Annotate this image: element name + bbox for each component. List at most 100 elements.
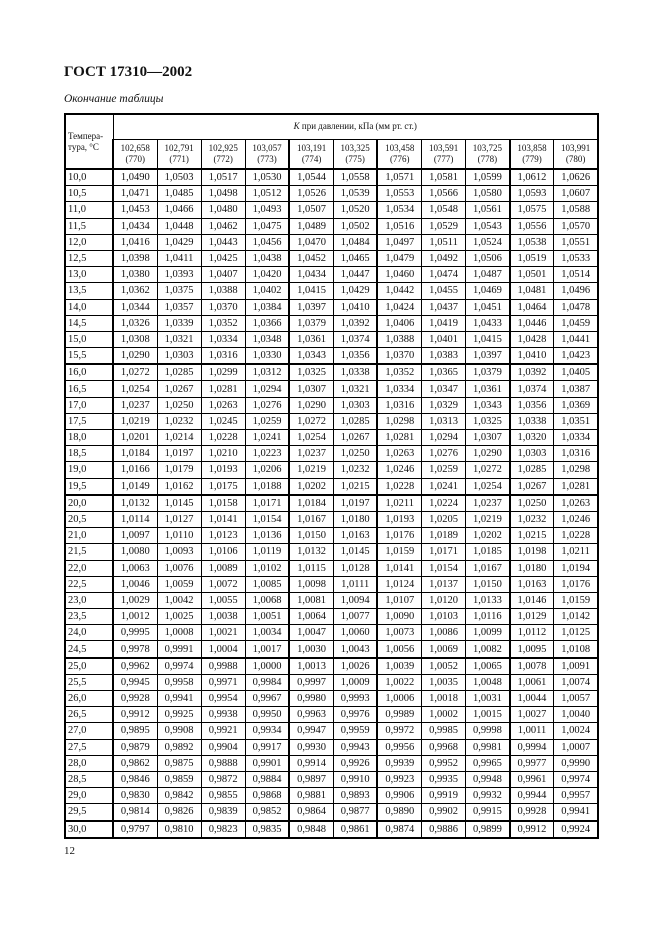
k-value-cell: 0,9862 <box>111 754 158 772</box>
temperature-cell: 25,5 <box>64 673 114 692</box>
k-value-cell: 1,0065 <box>465 656 511 675</box>
k-value-cell: 1,0398 <box>111 249 158 268</box>
k-value-cell: 0,9962 <box>111 656 158 675</box>
k-value-cell: 0,9938 <box>200 706 246 724</box>
k-value-cell: 0,9855 <box>200 787 246 805</box>
k-value-cell: 1,0119 <box>244 543 290 561</box>
k-value-cell: 0,9924 <box>553 819 599 839</box>
k-value-cell: 1,0374 <box>332 330 378 349</box>
table-row: 18,5 1,0184 1,0197 1,0210 1,0223 1,0237 1,0250… <box>64 445 599 463</box>
k-value-cell: 1,0357 <box>156 298 202 316</box>
k-value-cell: 1,0452 <box>288 249 334 268</box>
k-value-cell: 1,0145 <box>332 543 378 561</box>
k-value-cell: 1,0043 <box>332 640 378 659</box>
k-value-cell: 1,0352 <box>200 314 246 332</box>
temperature-cell: 23,5 <box>64 608 114 626</box>
temperature-cell: 23,0 <box>64 591 114 610</box>
table-row: 21,5 1,0080 1,0093 1,0106 1,0119 1,0132 1,0145… <box>64 543 599 561</box>
k-value-cell: 0,9899 <box>465 819 511 839</box>
temperature-cell: 29,5 <box>64 803 114 821</box>
k-value-cell: 1,0516 <box>376 217 423 235</box>
table-row: 26,5 0,9912 0,9925 0,9938 0,9950 0,9963 0,9976… <box>64 706 599 724</box>
k-value-cell: 1,0308 <box>111 330 158 349</box>
k-value-cell: 1,0025 <box>156 608 202 626</box>
k-value-cell: 1,0607 <box>553 185 599 203</box>
k-value-cell: 1,0215 <box>332 477 378 496</box>
pressure-mmhg: (771) <box>169 153 189 164</box>
k-value-cell: 1,0475 <box>244 217 290 235</box>
k-value-cell: 1,0593 <box>508 185 555 203</box>
k-value-cell: 1,0514 <box>553 266 599 284</box>
k-value-cell: 1,0512 <box>244 185 290 203</box>
k-value-cell: 0,9895 <box>111 722 158 740</box>
k-value-cell: 1,0057 <box>553 689 599 708</box>
k-value-cell: 1,0343 <box>288 347 334 365</box>
k-value-cell: 1,0485 <box>156 185 202 203</box>
k-value-cell: 1,0254 <box>111 380 158 398</box>
k-value-cell: 0,9914 <box>288 754 334 772</box>
k-value-cell: 1,0250 <box>156 396 202 414</box>
k-value-cell: 1,0356 <box>332 347 378 365</box>
k-value-cell: 1,0443 <box>200 233 246 251</box>
pressure-kpa: 103,325 <box>340 142 370 153</box>
pressure-mmhg: (773) <box>257 153 277 164</box>
k-value-cell: 0,9912 <box>111 706 158 724</box>
k-value-cell: 1,0180 <box>508 559 555 577</box>
k-value-cell: 0,9961 <box>508 770 555 789</box>
k-value-cell: 1,0158 <box>200 493 246 512</box>
k-value-cell: 1,0009 <box>332 673 378 692</box>
k-value-cell: 0,9861 <box>332 819 378 839</box>
pressure-mmhg: (774) <box>301 153 322 164</box>
k-value-cell: 1,0188 <box>244 477 290 496</box>
k-value-cell: 0,9884 <box>244 770 290 789</box>
k-value-cell: 1,0110 <box>156 527 202 545</box>
k-value-cell: 1,0496 <box>553 282 599 300</box>
k-value-cell: 1,0506 <box>465 249 511 268</box>
k-value-cell: 1,0379 <box>288 314 334 332</box>
k-value-cell: 0,9994 <box>508 738 555 756</box>
k-value-cell: 1,0106 <box>200 543 246 561</box>
k-value-cell: 1,0124 <box>376 575 423 593</box>
k-value-cell: 0,9985 <box>421 722 467 740</box>
k-value-cell: 0,9978 <box>111 640 158 659</box>
k-value-cell: 1,0272 <box>288 412 334 431</box>
temperature-cell: 10,5 <box>64 185 114 203</box>
k-value-cell: 1,0116 <box>465 608 511 626</box>
k-value-cell: 1,0176 <box>553 575 599 593</box>
k-value-cell: 0,9956 <box>376 738 423 756</box>
table-caption: Окончание таблицы <box>64 93 164 105</box>
table-row: 30,0 0,9797 0,9810 0,9823 0,9835 0,9848 0,9861… <box>64 819 599 839</box>
k-value-cell: 1,0517 <box>200 168 246 187</box>
k-value-cell: 1,0179 <box>156 461 202 479</box>
k-value-cell: 1,0171 <box>244 493 290 512</box>
k-value-cell: 1,0007 <box>553 738 599 756</box>
k-value-cell: 1,0162 <box>156 477 202 496</box>
k-value-cell: 1,0167 <box>288 510 334 529</box>
k-value-cell: 1,0379 <box>465 363 511 382</box>
k-value-cell: 0,9904 <box>200 738 246 756</box>
table-row: 22,0 1,0063 1,0076 1,0089 1,0102 1,0115 1,0128… <box>64 559 599 577</box>
k-value-cell: 1,0459 <box>553 314 599 332</box>
temperature-cell: 19,0 <box>64 461 114 479</box>
pressure-kpa: 103,991 <box>561 142 591 153</box>
k-value-cell: 1,0493 <box>244 201 290 219</box>
k-value-cell: 1,0267 <box>332 428 378 447</box>
k-value-cell: 0,9917 <box>244 738 290 756</box>
k-value-cell: 1,0219 <box>111 412 158 431</box>
k-value-cell: 1,0176 <box>376 527 423 545</box>
k-value-cell: 0,9859 <box>156 770 202 789</box>
k-value-cell: 1,0163 <box>332 527 378 545</box>
k-value-cell: 1,0267 <box>508 477 555 496</box>
k-value-cell: 1,0047 <box>288 624 334 642</box>
k-value-cell: 1,0312 <box>244 363 290 382</box>
k-value-cell: 1,0112 <box>508 624 555 642</box>
k-value-cell: 0,9839 <box>200 803 246 821</box>
k-value-cell: 1,0132 <box>288 543 334 561</box>
k-value-cell: 1,0474 <box>421 266 467 284</box>
k-value-cell: 1,0051 <box>244 608 290 626</box>
k-value-cell: 1,0167 <box>465 559 511 577</box>
k-value-cell: 1,0163 <box>508 575 555 593</box>
k-value-cell: 1,0127 <box>156 510 202 529</box>
k-value-cell: 1,0206 <box>244 461 290 479</box>
k-value-cell: 1,0343 <box>465 396 511 414</box>
